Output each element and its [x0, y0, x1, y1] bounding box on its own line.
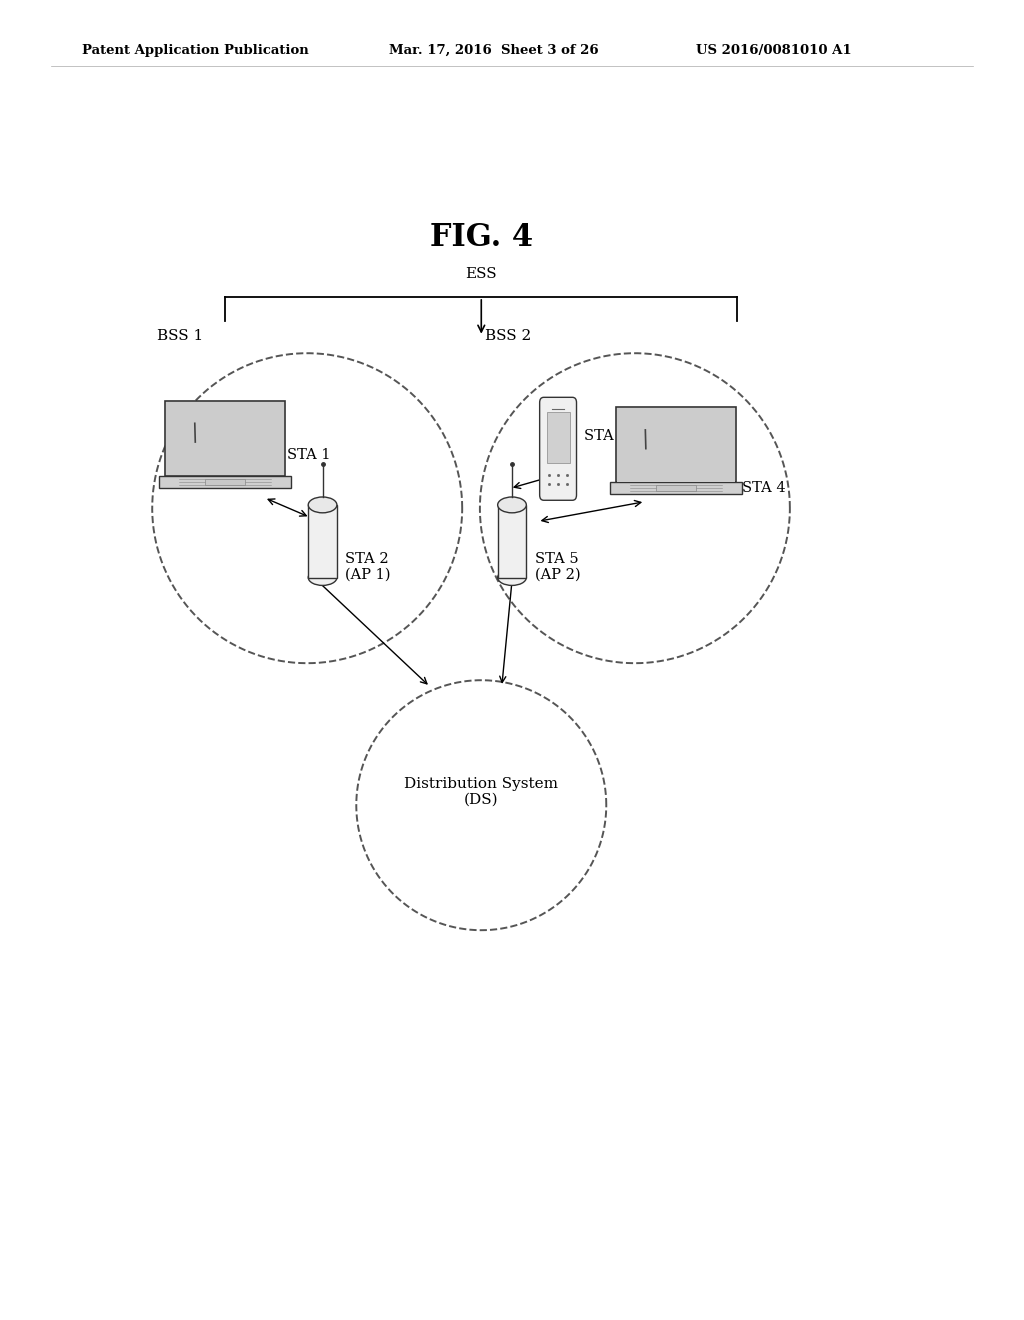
Text: US 2016/0081010 A1: US 2016/0081010 A1: [696, 44, 852, 57]
Bar: [615, 408, 736, 482]
Bar: [160, 475, 291, 488]
Ellipse shape: [308, 570, 337, 586]
Text: ESS: ESS: [466, 267, 497, 281]
Bar: [308, 504, 337, 578]
Bar: [656, 486, 695, 491]
Text: BSS 2: BSS 2: [485, 329, 531, 343]
Text: Distribution System
(DS): Distribution System (DS): [404, 777, 558, 807]
Bar: [547, 412, 569, 463]
Text: Patent Application Publication: Patent Application Publication: [82, 44, 308, 57]
Bar: [206, 479, 245, 484]
Ellipse shape: [498, 498, 526, 512]
Bar: [610, 482, 741, 495]
Text: STA 3: STA 3: [584, 429, 628, 442]
Text: STA 1: STA 1: [287, 449, 330, 462]
Bar: [498, 504, 526, 578]
Text: STA 2
(AP 1): STA 2 (AP 1): [345, 552, 390, 582]
Text: BSS 1: BSS 1: [158, 329, 204, 343]
Ellipse shape: [498, 570, 526, 586]
Text: FIG. 4: FIG. 4: [430, 222, 532, 253]
FancyBboxPatch shape: [540, 397, 577, 500]
Bar: [616, 408, 735, 482]
Text: STA 5
(AP 2): STA 5 (AP 2): [535, 552, 581, 582]
Bar: [165, 401, 286, 475]
Ellipse shape: [308, 498, 337, 512]
Bar: [166, 401, 285, 475]
Text: STA 4: STA 4: [742, 482, 786, 495]
Text: Mar. 17, 2016  Sheet 3 of 26: Mar. 17, 2016 Sheet 3 of 26: [389, 44, 599, 57]
